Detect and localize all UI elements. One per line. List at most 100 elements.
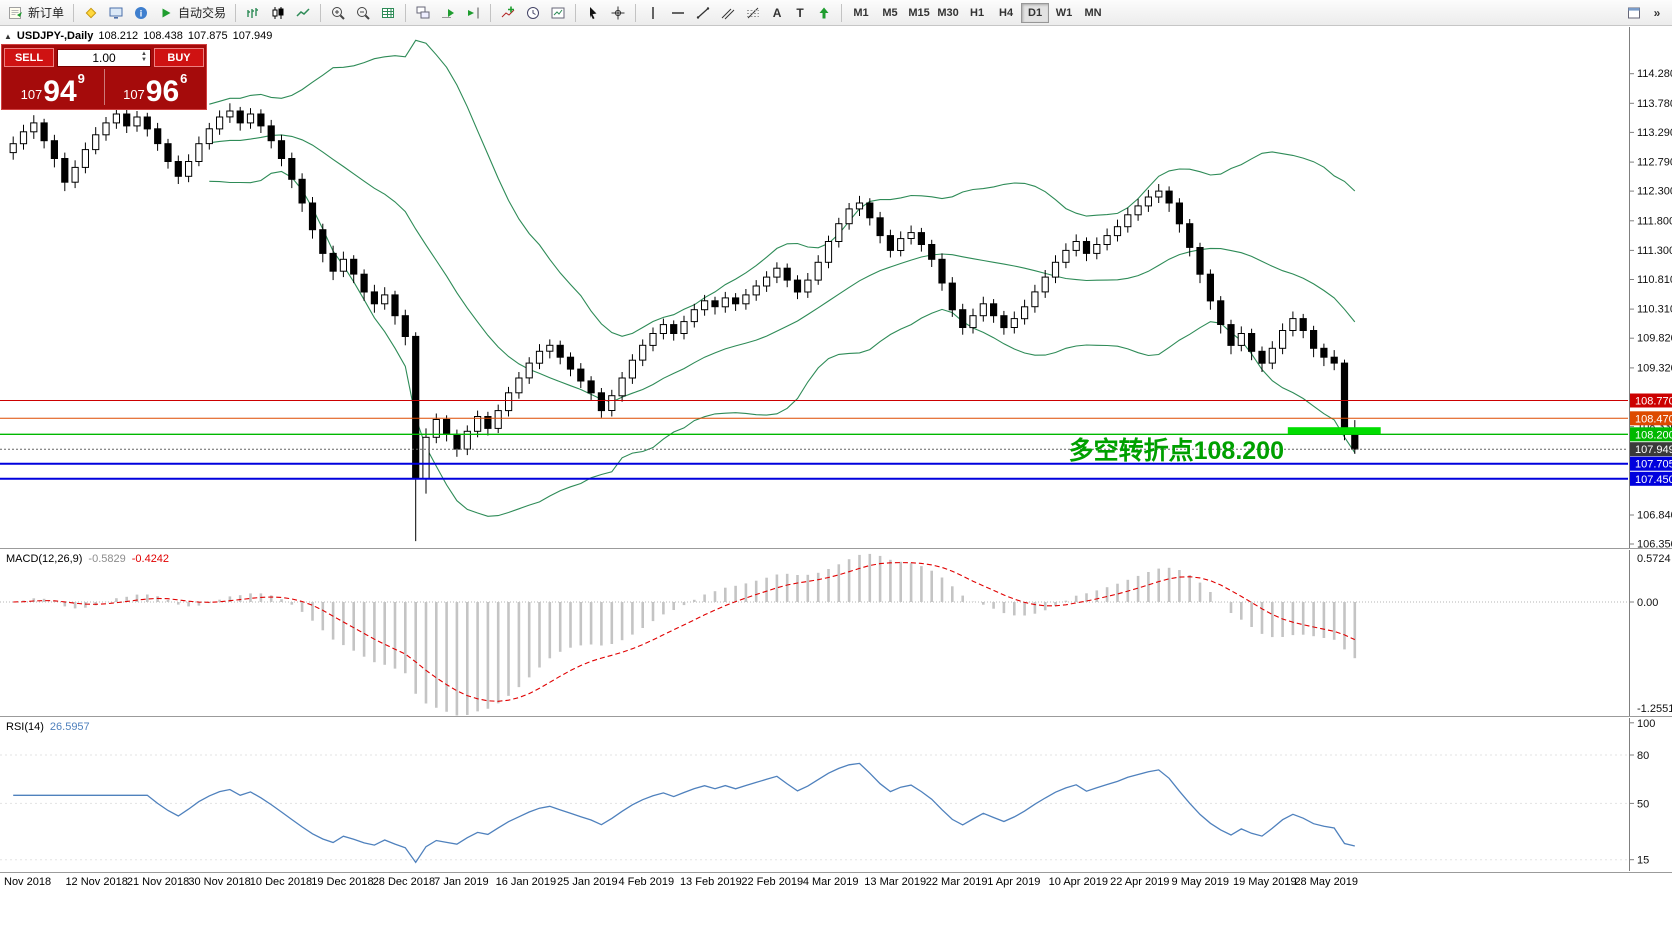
vertical-line-button[interactable] [641, 2, 665, 24]
date-label: 22 Apr 2019 [1110, 876, 1170, 888]
svg-text:109.320: 109.320 [1637, 362, 1672, 374]
new-order-icon [9, 6, 22, 19]
tile-windows-button[interactable] [411, 2, 435, 24]
svg-text:15: 15 [1637, 855, 1649, 867]
svg-text:114.280: 114.280 [1637, 68, 1672, 80]
channel-button[interactable] [716, 2, 740, 24]
svg-text:112.300: 112.300 [1637, 186, 1672, 198]
chart-header: ▲ USDJPY-,Daily 108.212 108.438 107.875 … [4, 30, 272, 42]
volume-increase-button[interactable]: ▲ [141, 50, 147, 57]
macd-indicator-chart[interactable]: 0.5724 0.00 -1.2551 [0, 550, 1672, 716]
ohlc-open: 108.212 [98, 30, 139, 42]
terminal-button[interactable] [104, 2, 128, 24]
pivot-annotation[interactable]: 多空转折点108.200 [1068, 437, 1284, 465]
date-label: 19 May 2019 [1233, 876, 1297, 888]
volume-decrease-button[interactable]: ▼ [141, 56, 147, 63]
indicators-button[interactable] [496, 2, 520, 24]
toolbar-overflow-button[interactable]: » [1646, 2, 1668, 24]
crosshair-icon [611, 6, 625, 19]
arrows-tool-button[interactable] [812, 2, 836, 24]
volume-value[interactable]: 1.00 [92, 50, 116, 65]
toolbar-separator [490, 3, 492, 22]
timeframe-d1-button[interactable]: D1 [1021, 2, 1050, 23]
bid-price[interactable]: 107 94 9 [20, 71, 85, 108]
timeframe-m30-button[interactable]: M30 [934, 3, 962, 23]
svg-text:110.810: 110.810 [1637, 274, 1672, 286]
main-price-chart[interactable]: 114.280 113.780 113.290 112.790 112.300 111.8… [0, 27, 1672, 548]
time-axis[interactable]: Nov 2018 12 Nov 2018 21 Nov 2018 30 Nov 201… [0, 872, 1672, 890]
svg-text:113.290: 113.290 [1637, 127, 1672, 139]
timeframe-mn-button[interactable]: MN [1079, 3, 1107, 23]
svg-text:112.790: 112.790 [1637, 157, 1672, 169]
indicators-icon [501, 6, 515, 17]
candles-chart-type-button[interactable] [266, 2, 290, 24]
chart-shift-button[interactable] [461, 2, 485, 24]
templates-button[interactable] [546, 2, 570, 24]
svg-text:0.5724: 0.5724 [1637, 553, 1671, 565]
label-tool-button[interactable]: T [789, 2, 811, 24]
metaeditor-button[interactable] [79, 2, 103, 24]
svg-text:107.705: 107.705 [1635, 459, 1672, 471]
date-label: 13 Mar 2019 [864, 876, 927, 888]
window-icon [1628, 7, 1640, 18]
timeframe-h4-button[interactable]: H4 [992, 3, 1020, 23]
toolbar-separator [320, 3, 322, 22]
text-tool-button[interactable]: A [766, 2, 788, 24]
help-button[interactable]: i [129, 2, 153, 24]
sell-button[interactable]: SELL [4, 48, 54, 67]
horizontal-line-button[interactable] [666, 2, 690, 24]
timeframe-group: M1 M5 M15 M30 H1 H4 D1 W1 MN [847, 2, 1107, 23]
panel-divider[interactable] [0, 548, 1672, 550]
panel-divider[interactable] [0, 716, 1672, 718]
crosshair-button[interactable] [606, 2, 630, 24]
fibonacci-button[interactable] [741, 2, 765, 24]
date-label: 9 May 2019 [1171, 876, 1230, 888]
label-tool-icon: T [796, 5, 804, 20]
rsi-indicator-chart[interactable]: 100 80 50 15 [0, 718, 1672, 871]
svg-text:108.470: 108.470 [1635, 413, 1672, 425]
date-label: 10 Apr 2019 [1048, 876, 1108, 888]
svg-text:108.770: 108.770 [1635, 396, 1672, 408]
zoom-out-button[interactable] [351, 2, 375, 24]
grid-icon [382, 7, 395, 18]
template-icon [551, 7, 565, 18]
new-window-button[interactable] [1622, 2, 1646, 24]
timeframe-m15-button[interactable]: M15 [905, 3, 933, 23]
autotrading-label: 自动交易 [178, 6, 227, 20]
text-tool-icon: A [772, 5, 782, 20]
autotrading-button[interactable]: 自动交易 [154, 2, 230, 24]
date-label: 22 Feb 2019 [741, 876, 804, 888]
svg-text:111.300: 111.300 [1637, 245, 1672, 257]
date-label: 4 Feb 2019 [618, 876, 675, 888]
cursor-icon [590, 6, 597, 19]
cursor-button[interactable] [581, 2, 605, 24]
ask-price[interactable]: 107 96 6 [123, 71, 188, 108]
periods-button[interactable] [521, 2, 545, 24]
svg-text:107.450: 107.450 [1635, 474, 1672, 486]
one-click-collapse-arrow[interactable]: ▲ [4, 31, 12, 41]
timeframe-w1-button[interactable]: W1 [1050, 3, 1078, 23]
timeframe-m5-button[interactable]: M5 [876, 3, 904, 23]
svg-text:0.00: 0.00 [1637, 597, 1658, 609]
zoom-in-button[interactable] [326, 2, 350, 24]
one-click-trading-panel: SELL 1.00 ▲ ▼ BUY 107 94 9 107 96 6 [1, 44, 207, 110]
auto-scroll-button[interactable] [436, 2, 460, 24]
fibonacci-icon [747, 7, 760, 18]
arrow-icon [819, 7, 829, 18]
zoom-out-icon [357, 6, 370, 20]
trendline-button[interactable] [691, 2, 715, 24]
svg-text:111.800: 111.800 [1637, 215, 1672, 227]
timeframe-m1-button[interactable]: M1 [847, 3, 875, 23]
timeframe-h1-button[interactable]: H1 [963, 3, 991, 23]
line-chart-type-button[interactable] [291, 2, 315, 24]
buy-button[interactable]: BUY [154, 48, 204, 67]
svg-text:-1.2551: -1.2551 [1637, 703, 1672, 715]
overflow-icon: » [1653, 5, 1661, 20]
volume-field[interactable]: 1.00 ▲ ▼ [57, 48, 151, 67]
svg-text:106.350: 106.350 [1637, 539, 1672, 549]
bar-chart-type-button[interactable] [241, 2, 265, 24]
candles-icon [272, 6, 284, 19]
new-order-button[interactable]: 新订单 [4, 2, 68, 24]
data-window-button[interactable] [376, 2, 400, 24]
date-label: 28 Dec 2018 [372, 876, 436, 888]
